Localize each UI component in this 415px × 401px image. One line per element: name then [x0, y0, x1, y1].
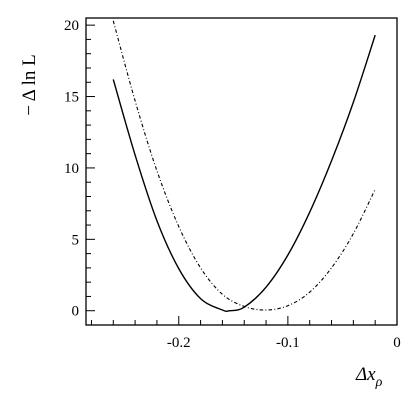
- x-tick-label: 0: [393, 335, 401, 351]
- y-tick-label: 15: [64, 90, 79, 106]
- curves: [112, 20, 376, 313]
- dash-dot-curve: [112, 20, 376, 311]
- x-axis-label: Δxρ: [355, 364, 383, 390]
- x-tick-label: -0.2: [167, 335, 191, 351]
- axis-ticks: [86, 24, 398, 326]
- tick-labels: -0.2 -0.1 0 0 5 10 15 20: [64, 18, 401, 351]
- plot-frame: [85, 17, 398, 326]
- x-axis-label-subscript: ρ: [375, 375, 383, 390]
- y-axis-label: − Δ ln L: [19, 54, 40, 115]
- y-tick-label: 20: [64, 18, 79, 34]
- y-tick-label: 0: [72, 304, 80, 320]
- x-axis-label-main: Δx: [355, 364, 376, 385]
- solid-curve: [112, 34, 376, 313]
- y-tick-label: 10: [64, 161, 79, 177]
- y-tick-label: 5: [72, 232, 80, 248]
- x-tick-label: -0.1: [276, 335, 300, 351]
